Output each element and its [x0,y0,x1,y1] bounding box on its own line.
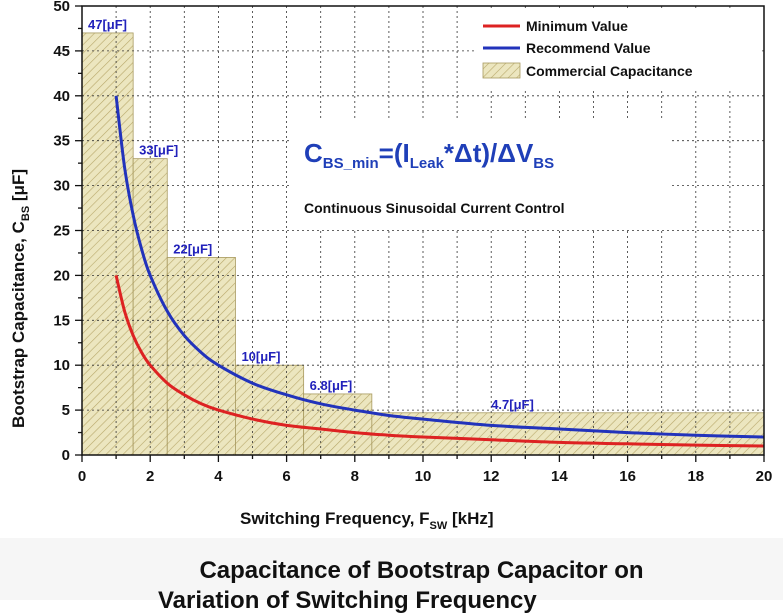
bar-value-label: 47[μF] [88,17,127,32]
capacitance-bar [81,32,134,456]
x-tick-label: 0 [78,468,86,485]
x-axis-title-main: Switching Frequency, F [240,509,430,528]
caption-line-2: Variation of Switching Frequency [158,587,537,614]
x-tick-label: 18 [687,468,704,485]
x-tick-label: 10 [415,468,432,485]
y-axis-title-unit: [μF] [9,169,28,206]
y-tick-label: 15 [53,312,70,329]
figure-caption: Capacitance of Bootstrap Capacitor on Va… [0,556,783,616]
x-tick-label: 6 [282,468,290,485]
formula-box: CBS_min=(ILeak*Δt)/ΔVBS Continuous Sinus… [290,118,670,228]
bar-value-label: 22[μF] [173,241,212,256]
x-tick-label: 12 [483,468,500,485]
caption-band [0,538,783,600]
y-axis-title: Bootstrap Capacitance, CBS [μF] [9,169,32,428]
legend: Minimum Value Recommend Value Commercial… [476,10,760,88]
x-axis-title-sub: SW [430,520,448,532]
bar-labels: 47[μF] 33[μF] 22[μF] 10[μF] 6.8[μF] 4.7[μF] [88,17,534,412]
y-axis-title-main: Bootstrap Capacitance, C [9,221,28,428]
capacitance-bar [166,257,236,456]
x-tick-label: 20 [756,468,773,485]
y-tick-label: 0 [62,447,70,464]
x-tick-label: 16 [619,468,636,485]
caption-line-1: Capacitance of Bootstrap Capacitor on [199,557,644,584]
x-tick-label: 14 [551,468,568,485]
commercial-capacitance-bars [81,32,765,456]
bar-value-label: 33[μF] [139,143,178,158]
y-tick-label: 10 [53,357,70,374]
y-axis-title-sub: BS [20,206,32,221]
x-axis-title: Switching Frequency, FSW [kHz] [240,509,494,532]
y-tick-label: 40 [53,88,70,105]
formula-mid: *Δt)/ΔV [444,138,534,168]
legend-swatch-commercial [482,62,521,79]
y-tick-label: 25 [53,223,70,240]
x-axis-title-unit: [kHz] [447,509,493,528]
series-lines [114,95,765,448]
legend-label-minimum: Minimum Value [526,18,628,34]
x-tick-label: 8 [351,468,359,485]
formula-v-sub: BS [533,155,554,172]
y-tick-label: 30 [53,178,70,195]
series-line [114,95,765,439]
x-tick-label: 2 [146,468,154,485]
y-tick-label: 5 [62,402,70,419]
y-tick-label: 45 [53,43,70,60]
annotation-text: Continuous Sinusoidal Current Control [304,200,565,216]
y-tick-label: 20 [53,267,70,284]
formula-c-sub: BS_min [323,155,379,172]
series-line [114,275,765,448]
legend-label-commercial: Commercial Capacitance [526,63,693,79]
legend-box [476,10,760,88]
legend-label-recommend: Recommend Value [526,40,651,56]
bar-value-label: 6.8[μF] [310,378,353,393]
bar-value-label: 4.7[μF] [491,397,534,412]
formula-box-background [290,118,670,228]
chart: 0 2 4 6 8 10 12 14 16 18 20 0 5 10 15 20 25 30 35 40 45 50 47… [9,0,772,532]
formula-c: C [304,138,323,168]
y-tick-label: 35 [53,133,70,150]
y-tick-label: 50 [53,0,70,15]
formula-i-sub: Leak [410,155,445,172]
x-tick-label: 4 [214,468,223,485]
formula-eq: =(I [379,138,410,168]
axis-ticks: 0 2 4 6 8 10 12 14 16 18 20 0 5 10 15 20 25 30 35 40 45 50 [53,0,772,485]
bar-value-label: 10[μF] [241,349,280,364]
formula: CBS_min=(ILeak*Δt)/ΔVBS [304,138,554,172]
